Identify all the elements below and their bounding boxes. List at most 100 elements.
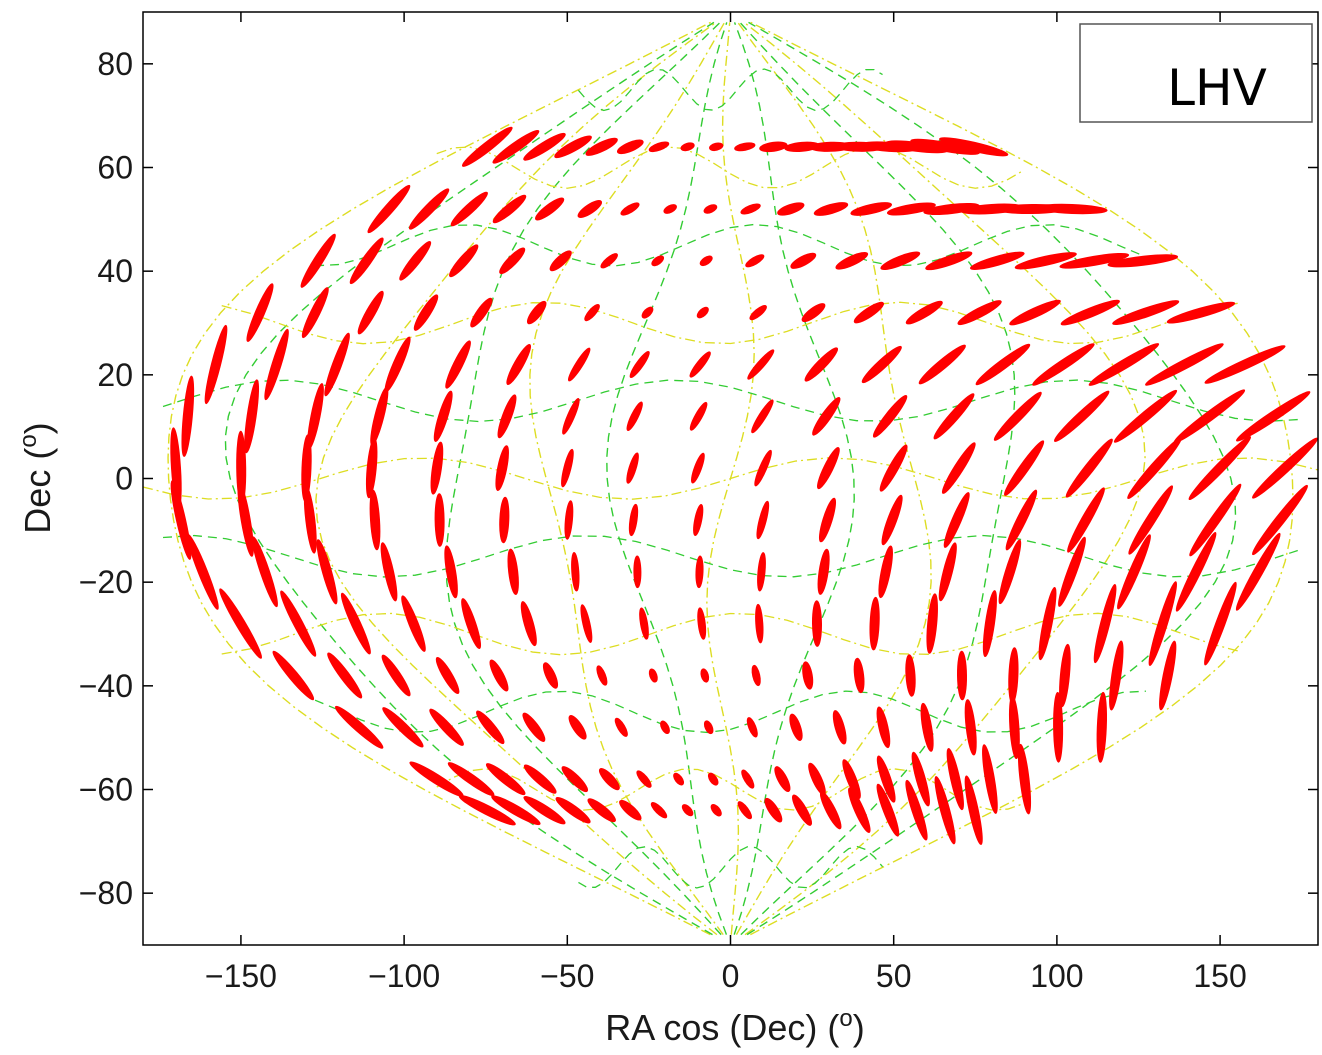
error-ellipse xyxy=(1032,343,1095,386)
grid-parallel xyxy=(221,612,1240,656)
error-ellipse xyxy=(626,452,639,484)
error-ellipse xyxy=(747,349,775,380)
error-ellipse xyxy=(1189,483,1242,557)
error-ellipse xyxy=(982,744,998,814)
error-ellipse xyxy=(1175,531,1217,612)
error-ellipse xyxy=(905,779,928,841)
error-ellipse xyxy=(554,135,592,159)
error-ellipse xyxy=(571,552,580,592)
error-ellipse xyxy=(970,251,1025,270)
error-ellipse xyxy=(650,802,668,819)
y-tick-label: −40 xyxy=(79,668,133,704)
error-ellipse xyxy=(754,449,772,487)
x-tick-label: 100 xyxy=(1030,958,1083,994)
error-ellipse xyxy=(561,766,589,793)
error-ellipse xyxy=(703,204,718,214)
error-ellipse xyxy=(1008,695,1020,760)
error-ellipses xyxy=(170,126,1318,845)
error-ellipse xyxy=(365,437,378,499)
error-ellipse xyxy=(938,542,957,602)
error-ellipse xyxy=(244,379,260,454)
legend-box: LHV xyxy=(1079,23,1313,123)
error-ellipse xyxy=(774,766,791,792)
grid-meridian xyxy=(735,21,932,935)
error-ellipse xyxy=(651,255,665,267)
error-ellipse xyxy=(817,548,830,595)
error-ellipse xyxy=(1188,436,1252,501)
error-ellipse xyxy=(461,126,513,167)
error-ellipse xyxy=(181,375,195,457)
error-ellipse xyxy=(790,252,817,269)
error-ellipse xyxy=(237,483,254,557)
error-ellipse xyxy=(850,202,893,216)
error-ellipse xyxy=(577,199,603,219)
grid-meridian xyxy=(750,21,1294,936)
y-tick-label: −60 xyxy=(79,772,133,808)
error-ellipse xyxy=(549,250,572,272)
error-ellipse xyxy=(522,712,546,742)
x-axis-label: RA cos (Dec) (o) xyxy=(605,1005,864,1048)
error-ellipse xyxy=(1204,345,1286,384)
grid-parallel xyxy=(315,223,1147,267)
error-ellipse xyxy=(835,251,869,270)
error-ellipse xyxy=(327,652,363,699)
error-ellipse xyxy=(689,401,708,431)
error-ellipse xyxy=(696,306,709,319)
error-ellipse xyxy=(564,500,574,540)
error-ellipse xyxy=(633,555,642,589)
error-ellipse xyxy=(381,654,411,697)
error-ellipse xyxy=(301,287,329,339)
error-ellipse xyxy=(1036,203,1108,215)
error-ellipse xyxy=(628,503,639,537)
error-ellipse xyxy=(703,720,714,735)
error-ellipse xyxy=(1038,587,1057,661)
error-ellipse xyxy=(430,441,444,495)
error-ellipse xyxy=(801,303,826,323)
error-ellipse xyxy=(1109,640,1124,711)
error-ellipse xyxy=(681,804,694,817)
error-ellipse xyxy=(710,803,722,817)
error-ellipse xyxy=(1065,438,1113,498)
error-ellipse xyxy=(1096,691,1108,763)
error-ellipse xyxy=(791,794,813,826)
error-ellipse xyxy=(399,241,432,281)
error-ellipse xyxy=(764,797,783,823)
error-ellipse xyxy=(982,590,997,658)
error-ellipse xyxy=(542,662,559,689)
error-ellipse xyxy=(408,188,450,230)
error-ellipse xyxy=(357,290,384,335)
error-ellipse xyxy=(943,492,970,548)
error-ellipse xyxy=(757,552,766,592)
error-ellipse xyxy=(876,783,900,837)
error-ellipse xyxy=(1145,343,1224,386)
error-ellipse xyxy=(526,300,547,325)
error-ellipse xyxy=(598,768,620,791)
grid-meridian xyxy=(739,21,1016,936)
error-ellipse xyxy=(1004,440,1045,496)
error-ellipse xyxy=(620,202,640,216)
error-ellipse xyxy=(585,137,618,156)
grid-meridian xyxy=(746,21,1237,936)
error-ellipse xyxy=(450,191,488,227)
error-ellipse xyxy=(804,347,839,382)
error-ellipse xyxy=(170,480,192,560)
error-ellipse xyxy=(975,343,1031,386)
y-tick-label: 60 xyxy=(97,150,133,186)
grid-meridian xyxy=(743,21,1146,936)
error-ellipse xyxy=(876,755,896,803)
error-ellipse xyxy=(1204,581,1237,666)
error-ellipse xyxy=(1053,692,1064,763)
error-ellipse xyxy=(445,340,471,389)
error-ellipse xyxy=(756,500,770,540)
error-ellipse xyxy=(697,607,707,640)
error-ellipse xyxy=(458,794,516,826)
error-ellipse xyxy=(905,654,916,697)
error-ellipse xyxy=(349,237,384,285)
y-axis-label: Dec (o) xyxy=(15,422,58,533)
y-tick-label: −80 xyxy=(79,875,133,911)
error-ellipse xyxy=(946,748,964,811)
error-ellipse xyxy=(789,713,803,741)
error-ellipse xyxy=(1059,643,1071,708)
legend-frame xyxy=(1079,23,1313,123)
error-ellipse xyxy=(616,139,644,155)
